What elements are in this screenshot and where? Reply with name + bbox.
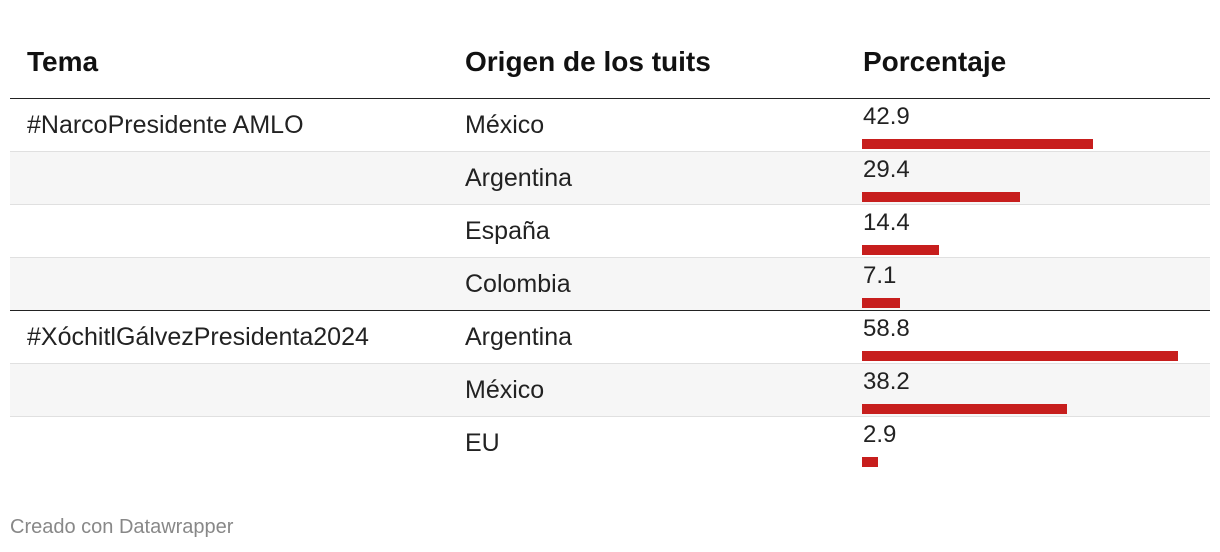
bar bbox=[862, 351, 1178, 361]
bar bbox=[862, 298, 900, 308]
column-header-origen[interactable]: Origen de los tuits bbox=[465, 46, 711, 77]
bar bbox=[862, 192, 1020, 202]
data-table: Tema Origen de los tuits Porcentaje #Nar… bbox=[10, 36, 1210, 470]
table-row: Colombia 7.1 bbox=[10, 258, 1210, 311]
table-row: EU 2.9 bbox=[10, 417, 1210, 470]
footer-credit: Creado con Datawrapper bbox=[10, 516, 234, 538]
value-label: 29.4 bbox=[863, 156, 910, 183]
table-row: #NarcoPresidente AMLO México 42.9 bbox=[10, 99, 1210, 152]
value-label: 58.8 bbox=[863, 315, 910, 342]
value-label: 42.9 bbox=[863, 103, 910, 130]
table-row: México 38.2 bbox=[10, 364, 1210, 417]
cell-origen: Argentina bbox=[465, 164, 573, 192]
value-label: 38.2 bbox=[863, 368, 910, 395]
cell-origen: España bbox=[465, 217, 550, 245]
table-body: #NarcoPresidente AMLO México 42.9 Argentina… bbox=[10, 99, 1210, 470]
bar bbox=[862, 139, 1093, 149]
value-label: 2.9 bbox=[863, 421, 897, 448]
value-label: 14.4 bbox=[863, 209, 910, 236]
cell-origen: México bbox=[465, 111, 545, 139]
table-row: #XóchitlGálvezPresidenta2024 Argentina 58.… bbox=[10, 311, 1210, 364]
column-header-tema[interactable]: Tema bbox=[27, 46, 99, 77]
table-header: Tema Origen de los tuits Porcentaje bbox=[10, 36, 1210, 99]
cell-tema: #XóchitlGálvezPresidenta2024 bbox=[27, 323, 369, 351]
column-header-porcentaje[interactable]: Porcentaje bbox=[863, 46, 1007, 77]
table-row: Argentina 29.4 bbox=[10, 152, 1210, 205]
table-row: España 14.4 bbox=[10, 205, 1210, 258]
cell-origen: Colombia bbox=[465, 270, 571, 298]
bar bbox=[862, 245, 939, 255]
cell-tema: #NarcoPresidente AMLO bbox=[27, 111, 304, 139]
cell-origen: México bbox=[465, 376, 545, 404]
cell-origen: Argentina bbox=[465, 323, 573, 351]
bar bbox=[862, 457, 878, 467]
value-label: 7.1 bbox=[863, 262, 897, 289]
bar bbox=[862, 404, 1067, 414]
cell-origen: EU bbox=[465, 429, 500, 457]
